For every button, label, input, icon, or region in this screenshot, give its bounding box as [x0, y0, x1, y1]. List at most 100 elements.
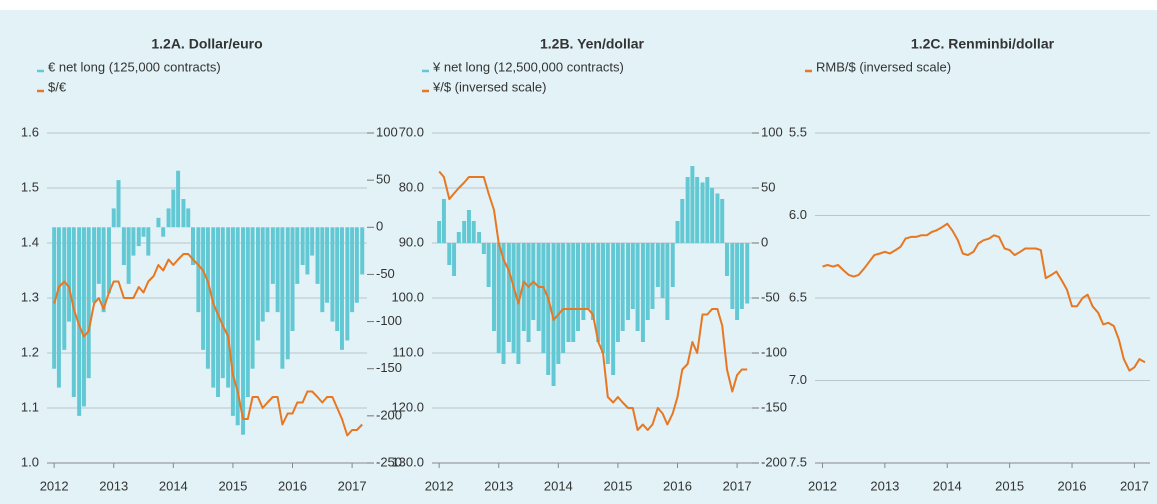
bar	[586, 243, 591, 309]
bar	[561, 243, 566, 353]
bar	[601, 243, 606, 353]
bar	[220, 227, 225, 379]
bar	[106, 227, 111, 294]
legend-label: RMB/$ (inversed scale)	[816, 59, 951, 74]
bar	[605, 243, 610, 364]
bar	[456, 232, 461, 243]
y-tick-label: 80.0	[399, 179, 424, 194]
x-tick-label: 2016	[1058, 478, 1087, 493]
bar	[315, 227, 320, 284]
x-tick-label: 2015	[218, 478, 247, 493]
bar	[92, 227, 97, 303]
y-tick-label: 90.0	[399, 234, 424, 249]
x-tick-label: 2017	[723, 478, 752, 493]
bar	[745, 243, 750, 304]
bar	[705, 177, 710, 243]
bar	[571, 243, 576, 342]
bar	[241, 227, 246, 435]
bar	[556, 243, 561, 364]
chart-title: 1.2B. Yen/dollar	[540, 36, 645, 52]
bar	[611, 243, 616, 375]
bar	[226, 227, 231, 388]
bar	[101, 227, 106, 313]
bar	[191, 227, 195, 265]
bar	[566, 243, 571, 342]
y2-tick-label: -200	[376, 407, 402, 422]
y2-tick-label: -100	[761, 344, 787, 359]
bar	[720, 199, 725, 243]
bar	[471, 221, 476, 243]
bar	[230, 227, 235, 416]
bar	[300, 227, 305, 265]
x-tick-label: 2013	[484, 478, 513, 493]
bar	[310, 227, 315, 256]
y2-tick-label: 100	[761, 124, 783, 139]
y-tick-label: 1.0	[21, 454, 39, 469]
y-tick-label: 110.0	[392, 344, 424, 359]
bar	[620, 243, 625, 331]
bar	[350, 227, 355, 313]
line	[53, 253, 363, 437]
bar	[186, 208, 191, 228]
bar	[265, 227, 270, 313]
x-tick-label: 2015	[603, 478, 632, 493]
bar	[511, 243, 516, 353]
legend-label: ¥/$ (inversed scale)	[432, 79, 546, 94]
bar	[581, 243, 586, 320]
y2-tick-label: -250	[376, 454, 402, 469]
x-tick-label: 2017	[1120, 478, 1149, 493]
y-tick-label: 1.2	[21, 344, 39, 359]
y2-tick-label: 50	[761, 179, 775, 194]
y2-tick-label: -150	[376, 360, 402, 375]
bar	[171, 189, 176, 228]
bar	[290, 227, 295, 331]
bar	[325, 227, 330, 303]
bar	[111, 208, 116, 228]
bar	[466, 210, 471, 243]
bar	[462, 221, 467, 243]
bar	[96, 227, 101, 284]
x-tick-label: 2012	[425, 478, 454, 493]
legend-label: $/€	[48, 79, 67, 94]
bar	[235, 227, 240, 426]
bar	[136, 227, 141, 247]
y-tick-label: 7.0	[789, 372, 807, 387]
bar	[680, 199, 685, 243]
bar	[141, 227, 146, 237]
bar	[441, 199, 446, 243]
x-tick-label: 2013	[99, 478, 128, 493]
bar	[590, 243, 595, 320]
bar	[615, 243, 620, 342]
bar	[146, 227, 151, 256]
y2-tick-label: -200	[761, 454, 787, 469]
bar	[596, 243, 601, 342]
bar	[526, 243, 531, 342]
bar	[176, 170, 181, 228]
bar	[335, 227, 340, 331]
bar	[181, 199, 186, 228]
bar	[196, 227, 201, 313]
bar	[486, 243, 491, 287]
bar	[62, 227, 67, 350]
bar	[67, 227, 72, 322]
bar	[541, 243, 546, 353]
x-tick-label: 2013	[870, 478, 899, 493]
x-tick-label: 2012	[40, 478, 69, 493]
bar	[690, 166, 695, 243]
x-tick-label: 2014	[544, 478, 573, 493]
x-tick-label: 2015	[995, 478, 1024, 493]
y-tick-label: 1.4	[21, 234, 39, 249]
bar	[86, 227, 91, 379]
bar	[121, 227, 126, 265]
y-tick-label: 6.0	[789, 207, 807, 222]
bar	[116, 180, 121, 228]
bar	[285, 227, 290, 360]
bar	[496, 243, 501, 353]
bar	[630, 243, 635, 309]
y-tick-label: 130.0	[391, 454, 424, 469]
bar	[161, 227, 166, 237]
bar	[131, 227, 136, 256]
bar	[205, 227, 210, 369]
bar	[700, 182, 705, 243]
bar	[650, 243, 655, 309]
